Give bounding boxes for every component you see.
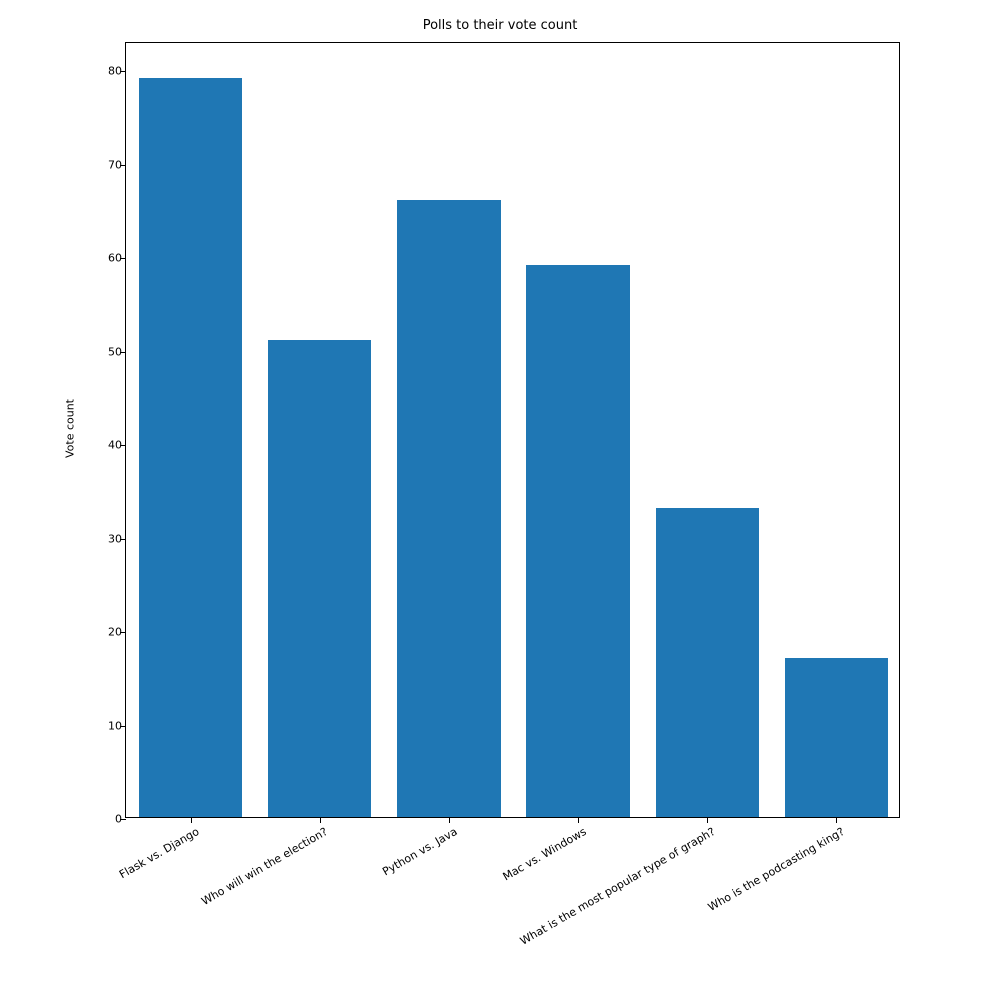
y-tick-label: 60 — [108, 252, 122, 265]
x-tick-mark — [191, 817, 192, 823]
y-tick-label: 30 — [108, 532, 122, 545]
figure: Polls to their vote count Vote count 010… — [0, 0, 1000, 1000]
x-tick-label: Flask vs. Django — [117, 825, 201, 881]
x-tick-mark — [320, 817, 321, 823]
y-axis-label: Vote count — [64, 41, 77, 817]
x-tick-label: Python vs. Java — [380, 825, 459, 878]
bar — [656, 508, 759, 817]
y-tick-label: 10 — [108, 719, 122, 732]
x-tick-label: Who will win the election? — [200, 825, 331, 908]
x-tick-mark — [707, 817, 708, 823]
y-tick-label: 80 — [108, 65, 122, 78]
y-tick-label: 50 — [108, 345, 122, 358]
x-tick-mark — [449, 817, 450, 823]
x-tick-label: Who is the podcasting king? — [706, 825, 847, 914]
x-tick-mark — [836, 817, 837, 823]
y-tick-label: 0 — [115, 813, 122, 826]
bar — [526, 265, 629, 817]
plot-area: 01020304050607080Flask vs. DjangoWho wil… — [125, 42, 900, 818]
chart-title: Polls to their vote count — [0, 18, 1000, 33]
bar — [139, 78, 242, 817]
y-tick-label: 70 — [108, 158, 122, 171]
x-tick-label: Mac vs. Windows — [501, 825, 589, 883]
bar — [785, 658, 888, 817]
y-tick-label: 20 — [108, 626, 122, 639]
bar — [397, 200, 500, 817]
bar — [268, 340, 371, 817]
y-tick-label: 40 — [108, 439, 122, 452]
x-tick-mark — [578, 817, 579, 823]
